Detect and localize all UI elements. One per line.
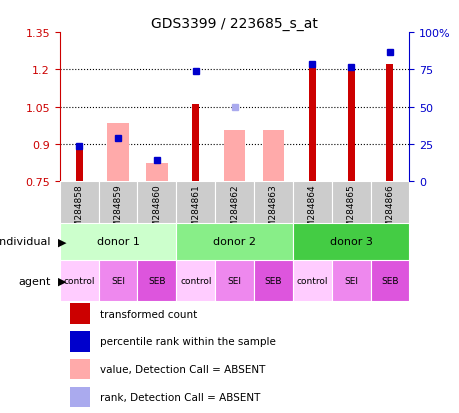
Text: transformed count: transformed count bbox=[100, 309, 197, 319]
Bar bbox=[224, 131, 245, 182]
Text: donor 3: donor 3 bbox=[329, 237, 372, 247]
Text: ▶: ▶ bbox=[57, 237, 66, 247]
Bar bbox=[347, 70, 354, 182]
Bar bbox=[215, 182, 253, 223]
Text: GSM284861: GSM284861 bbox=[191, 184, 200, 238]
Bar bbox=[176, 260, 215, 301]
Bar bbox=[137, 182, 176, 223]
Text: SEI: SEI bbox=[111, 276, 125, 285]
Text: GSM284864: GSM284864 bbox=[307, 184, 316, 238]
Text: SEB: SEB bbox=[148, 276, 165, 285]
Bar bbox=[292, 182, 331, 223]
Bar bbox=[70, 332, 90, 351]
Text: control: control bbox=[179, 276, 211, 285]
Text: control: control bbox=[296, 276, 327, 285]
Bar bbox=[60, 182, 98, 223]
Text: value, Detection Call = ABSENT: value, Detection Call = ABSENT bbox=[100, 365, 265, 375]
Text: GSM284860: GSM284860 bbox=[152, 184, 161, 238]
Text: ▶: ▶ bbox=[57, 276, 66, 286]
Bar bbox=[215, 260, 253, 301]
Bar bbox=[253, 260, 292, 301]
Text: agent: agent bbox=[18, 276, 50, 286]
Bar bbox=[370, 260, 409, 301]
Text: SEB: SEB bbox=[381, 276, 398, 285]
Text: control: control bbox=[63, 276, 95, 285]
Bar bbox=[308, 65, 315, 182]
Text: donor 2: donor 2 bbox=[213, 237, 256, 247]
Bar bbox=[176, 182, 215, 223]
Bar bbox=[98, 182, 137, 223]
Bar bbox=[137, 260, 176, 301]
Text: SEI: SEI bbox=[343, 276, 358, 285]
Bar bbox=[70, 304, 90, 324]
Bar bbox=[176, 223, 292, 260]
Text: GSM284859: GSM284859 bbox=[113, 184, 122, 238]
Text: GSM284865: GSM284865 bbox=[346, 184, 355, 238]
Text: percentile rank within the sample: percentile rank within the sample bbox=[100, 337, 275, 347]
Bar bbox=[370, 182, 409, 223]
Text: SEB: SEB bbox=[264, 276, 281, 285]
Bar bbox=[70, 387, 90, 407]
Text: individual: individual bbox=[0, 237, 50, 247]
Text: GSM284862: GSM284862 bbox=[230, 184, 239, 238]
Bar bbox=[262, 131, 284, 182]
Text: GSM284863: GSM284863 bbox=[269, 184, 277, 238]
Text: rank, Detection Call = ABSENT: rank, Detection Call = ABSENT bbox=[100, 392, 260, 402]
Text: SEI: SEI bbox=[227, 276, 241, 285]
Bar bbox=[98, 260, 137, 301]
Bar bbox=[107, 123, 129, 182]
Bar bbox=[292, 223, 409, 260]
Text: donor 1: donor 1 bbox=[96, 237, 139, 247]
Text: GSM284866: GSM284866 bbox=[385, 184, 394, 238]
Bar bbox=[60, 260, 98, 301]
Bar bbox=[146, 163, 167, 182]
Bar bbox=[253, 182, 292, 223]
Bar bbox=[331, 182, 370, 223]
Title: GDS3399 / 223685_s_at: GDS3399 / 223685_s_at bbox=[151, 17, 317, 31]
Bar bbox=[192, 105, 199, 182]
Text: GSM284858: GSM284858 bbox=[74, 184, 84, 238]
Bar bbox=[386, 65, 392, 182]
Bar bbox=[70, 359, 90, 380]
Bar bbox=[292, 260, 331, 301]
Bar bbox=[331, 260, 370, 301]
Bar bbox=[60, 223, 176, 260]
Bar bbox=[76, 147, 83, 182]
